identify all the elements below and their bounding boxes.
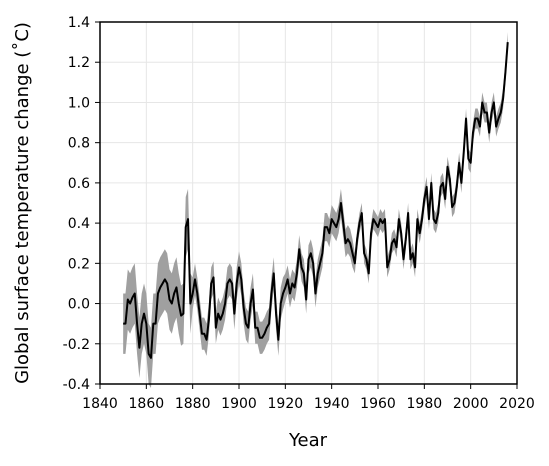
y-tick-label: 1.4 — [68, 15, 90, 31]
plot-frame — [99, 21, 518, 385]
x-tick-label: 2020 — [499, 396, 535, 412]
y-tick-label: -0.4 — [63, 377, 90, 393]
uncertainty-band — [123, 32, 508, 389]
x-tick-label: 1840 — [82, 396, 118, 412]
x-tick-label: 1920 — [268, 396, 304, 412]
y-tick-label: 0.4 — [68, 216, 90, 232]
x-tick-label: 2000 — [453, 396, 489, 412]
x-tick-label: 1980 — [407, 396, 443, 412]
x-tick-label: 1940 — [314, 396, 350, 412]
y-tick-label: 0.0 — [68, 297, 90, 313]
y-tick-label: 0.8 — [68, 136, 90, 152]
y-tick-label: 0.2 — [68, 256, 90, 272]
y-tick-label: -0.2 — [63, 337, 90, 353]
x-axis-title: Year — [288, 430, 328, 451]
temperature-line — [123, 42, 509, 359]
y-tick-label: 0.6 — [68, 176, 90, 192]
y-axis-title: Global surface temperature change (˚C) — [12, 22, 33, 384]
x-tick-label: 1900 — [221, 396, 257, 412]
x-tick-label: 1960 — [360, 396, 396, 412]
y-tick-label: 1.0 — [68, 95, 90, 111]
y-tick-label: 1.2 — [68, 55, 90, 71]
x-tick-label: 1860 — [129, 396, 165, 412]
x-tick-label: 1880 — [175, 396, 211, 412]
